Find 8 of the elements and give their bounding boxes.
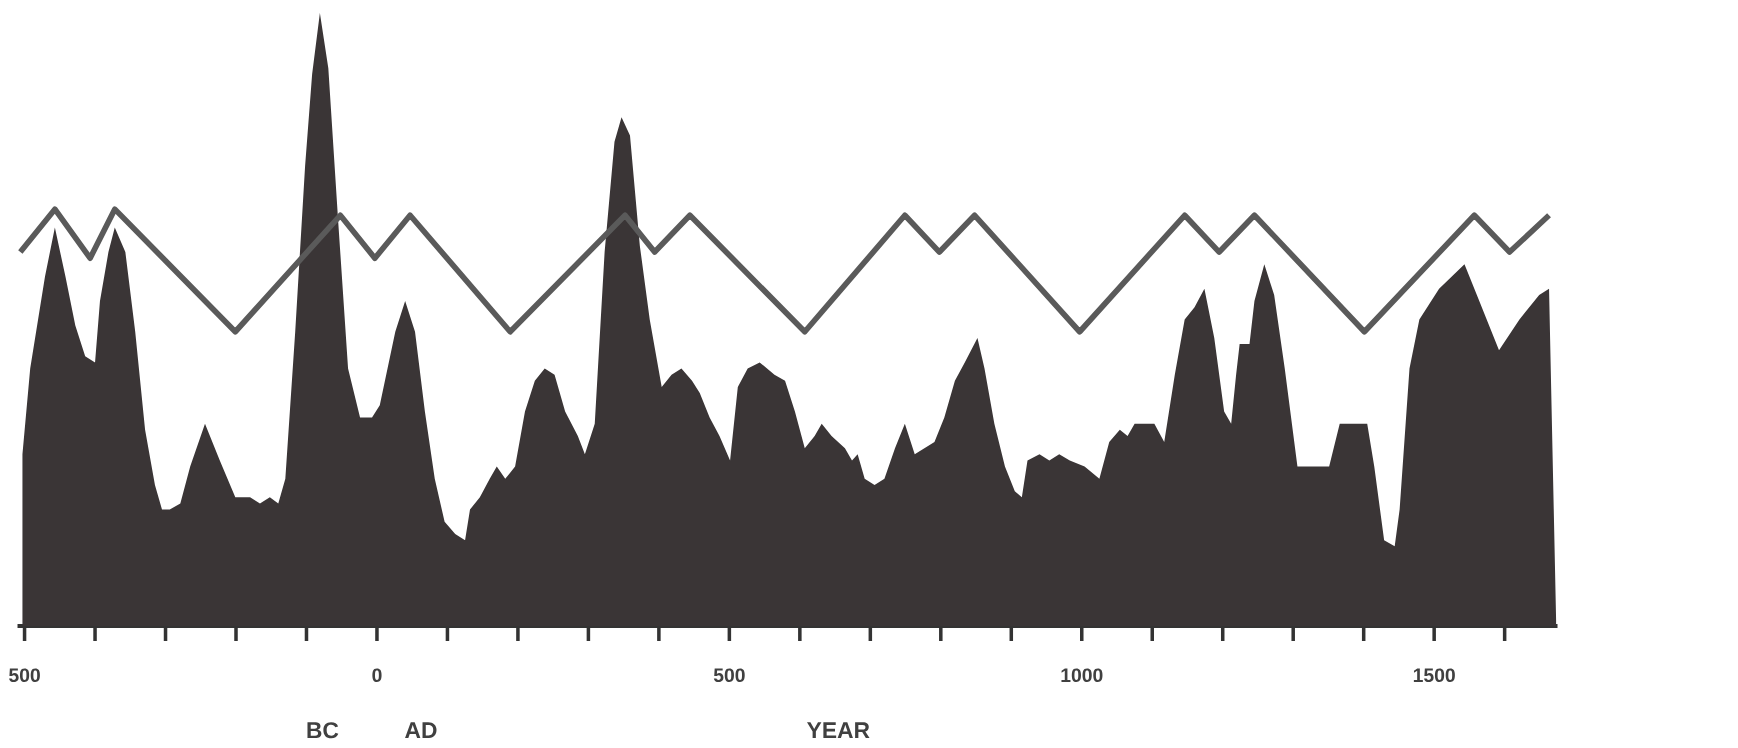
x-tick-label: 1500 (1413, 668, 1455, 683)
x-tick-label: 500 (9, 668, 40, 683)
x-tick-label: 500 (713, 668, 745, 683)
x-tick-label: 1000 (1061, 668, 1103, 683)
text: BC (307, 722, 339, 739)
text: AD (405, 722, 437, 739)
x-axis-title: YEAR (806, 722, 870, 739)
x-tick-label: 0 (372, 668, 382, 683)
